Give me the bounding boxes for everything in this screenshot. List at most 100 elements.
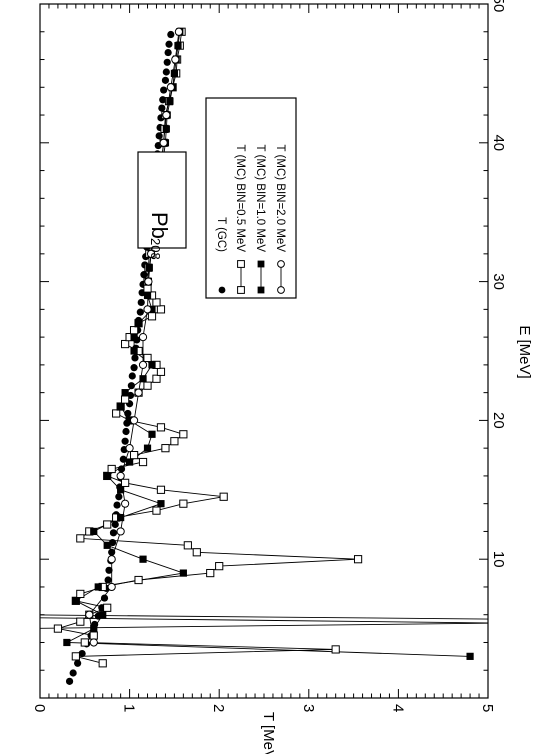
data-point-series-2 (129, 451, 139, 460)
data-point-series-2 (143, 284, 152, 293)
legend-marker (237, 260, 245, 268)
data-point-series-3 (148, 305, 156, 313)
data-point-series-3 (130, 333, 138, 341)
data-point-series-1 (105, 566, 113, 574)
data-point-series-4 (174, 27, 183, 36)
data-point-series-3 (143, 291, 152, 300)
data-point-series-3 (126, 458, 134, 466)
legend-label: T (GC) (215, 217, 227, 252)
axis-ticks (39, 3, 489, 699)
data-point-series-3 (174, 42, 182, 50)
legend-label: T (MC) BIN=1.0 MeV (254, 145, 266, 253)
data-point-series-4 (85, 610, 94, 619)
data-point-series-1 (163, 58, 171, 66)
data-point-series-3 (90, 527, 98, 536)
x-tick-label: 30 (490, 273, 507, 290)
data-point-series-3 (143, 444, 152, 452)
data-point-series-1 (113, 501, 121, 509)
x-tick-label: 40 (490, 134, 507, 151)
data-point-series-1 (130, 364, 138, 372)
annotation-box (137, 151, 187, 249)
data-point-series-2 (121, 339, 130, 349)
data-point-series-2 (76, 617, 85, 626)
nucleus-annotation: 208 Pb (137, 151, 187, 260)
data-point-series-4 (159, 138, 168, 147)
y-tick-label: 3 (300, 704, 317, 712)
legend-marker (237, 286, 245, 294)
data-point-series-2 (156, 423, 166, 432)
data-point-series-3 (72, 597, 80, 605)
x-axis-label: E [MeV] (516, 325, 533, 378)
data-point-series-2 (206, 568, 215, 578)
y-axis-label: T [MeV] (260, 712, 277, 754)
data-point-series-1 (78, 649, 86, 658)
data-point-series-2 (134, 575, 143, 585)
x-tick-label: 10 (490, 551, 507, 568)
data-point-series-2 (71, 652, 80, 661)
y-tick-label: 0 (31, 704, 48, 712)
data-point-series-1 (121, 437, 129, 445)
data-point-series-3 (117, 402, 125, 411)
data-point-series-4 (138, 333, 148, 342)
data-point-series-2 (147, 312, 157, 321)
offscale-line-2 (40, 614, 488, 620)
data-point-series-3 (117, 513, 125, 522)
data-point-series-3 (94, 583, 102, 591)
data-point-series-1 (158, 104, 166, 112)
data-point-series-3 (148, 361, 156, 369)
data-point-series-3 (126, 416, 134, 424)
data-point-series-1 (74, 659, 82, 667)
data-point-series-4 (116, 471, 125, 481)
data-point-series-2 (183, 541, 192, 550)
data-point-series-4 (143, 305, 152, 314)
data-point-series-3 (139, 375, 147, 383)
x-tick-label: 20 (490, 412, 507, 429)
data-point-series-2 (89, 631, 98, 640)
data-point-series-2 (53, 624, 63, 633)
data-point-series-2 (219, 492, 228, 501)
data-point-series-3 (139, 555, 147, 563)
data-point-series-1 (161, 76, 170, 84)
data-point-series-3 (130, 347, 138, 355)
data-point-series-3 (162, 125, 170, 133)
data-point-series-1 (140, 271, 148, 279)
data-point-series-2 (103, 603, 112, 612)
data-point-series-1 (109, 529, 118, 537)
data-point-series-1 (131, 354, 139, 362)
data-point-series-2 (76, 589, 85, 598)
data-point-series-4 (116, 527, 125, 536)
data-point-series-1 (104, 576, 112, 584)
data-point-series-1 (160, 86, 168, 94)
data-point-series-2 (152, 374, 161, 383)
data-point-series-1 (136, 308, 144, 316)
data-point-series-2 (143, 353, 152, 363)
data-point-series-2 (112, 409, 121, 418)
x-tick-label: 50 (490, 0, 507, 12)
data-point-series-2 (156, 305, 166, 314)
data-point-series-2 (353, 555, 363, 564)
data-point-series-3 (148, 430, 156, 438)
data-point-series-3 (145, 264, 153, 272)
data-point-series-2 (98, 659, 107, 668)
data-point-series-2 (152, 298, 161, 307)
offscale-line-1 (40, 622, 488, 629)
data-point-series-2 (121, 478, 130, 487)
data-point-series-2 (76, 534, 85, 543)
data-point-series-3 (166, 97, 174, 105)
data-point-series-1 (117, 465, 126, 473)
data-point-series-3 (117, 486, 125, 494)
legend-marker (257, 260, 265, 268)
data-point-series-3 (103, 541, 111, 549)
data-point-series-2 (215, 562, 224, 571)
legend-label: T (MC) BIN=2.0 MeV (274, 145, 286, 253)
data-point-series-1 (119, 455, 127, 463)
data-point-series-1 (111, 520, 119, 529)
data-point-series-3 (103, 472, 111, 480)
data-point-series-2 (170, 437, 179, 446)
data-point-series-2 (143, 381, 152, 390)
data-point-series-4 (121, 499, 130, 508)
data-point-series-3 (466, 652, 474, 660)
data-point-series-4 (134, 388, 143, 397)
data-point-series-1 (124, 409, 132, 418)
